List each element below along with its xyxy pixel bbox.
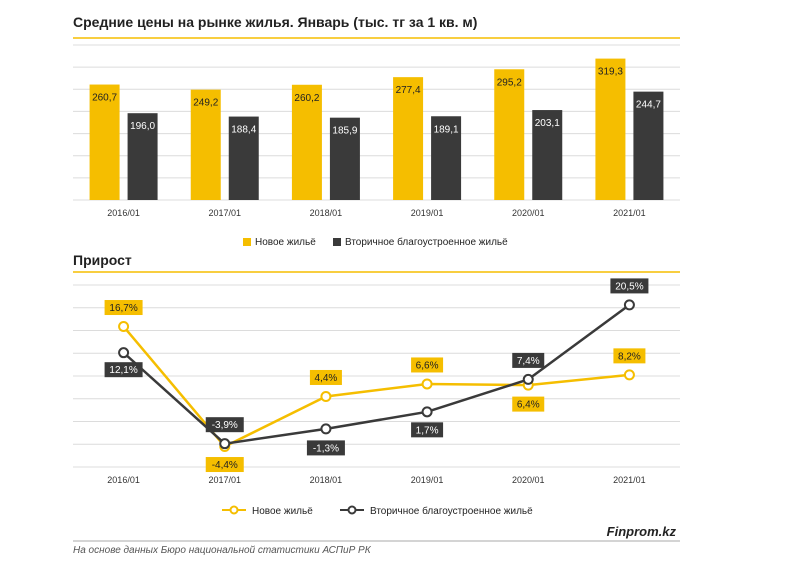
bar-label-secondary: 203,1 [535,118,560,129]
legend-label-secondary: Вторичное благоустроенное жильё [345,236,508,248]
line-point-new [623,369,635,381]
line-label-new: 4,4% [315,373,338,384]
line-x-tick-label: 2017/01 [208,475,241,485]
line-label-secondary: 1,7% [416,425,439,436]
line-point-new [118,321,130,333]
bar-label-new: 277,4 [396,85,421,96]
bar-new-2017/01 [190,89,221,200]
line-label-secondary: 12,1% [109,365,137,376]
bar-new-2016/01 [89,84,120,200]
line-label-new: 6,6% [416,360,439,371]
bar-label-secondary: 244,7 [636,100,661,111]
bar-secondary-2017/01 [228,116,259,200]
bar-chart-legend: Новое жильё Вторичное благоустроенное жи… [243,236,508,248]
line-point-secondary [118,347,130,359]
legend-marker-secondary [347,505,357,515]
bar-new-2019/01 [393,77,424,200]
legend-swatch-secondary [333,238,341,246]
line-label-new-bg [205,457,244,473]
line-chart-x-ticks: 2016/01 2017/01 2018/01 2019/01 2020/01 2021/… [107,475,645,485]
line-series-new [122,325,630,449]
legend-swatch-new [243,238,251,246]
bar-x-tick-label: 2016/01 [107,208,140,218]
line-chart-grid [73,284,680,468]
line-chart-title: Прирост [73,252,132,268]
bar-label-new: 319,3 [598,67,623,78]
legend-label-new-line: Новое жильё [252,506,313,517]
line-label-new: 8,2% [618,351,641,362]
legend-label-secondary-line: Вторичное благоустроенное жильё [370,505,533,517]
line-label-secondary: -1,3% [313,443,339,454]
bar-new-2018/01 [291,84,322,200]
line-point-secondary [219,438,231,450]
bar-x-tick-label: 2020/01 [512,208,545,218]
line-label-secondary: -3,9% [212,420,238,431]
line-point-secondary [522,373,534,385]
line-series-secondary [122,303,631,446]
line-x-tick-label: 2021/01 [613,475,646,485]
line-label-secondary-bg [104,362,143,378]
line-point-new [320,390,332,402]
bar-new-2021/01 [595,58,626,200]
bar-label-secondary: 189,1 [434,124,459,135]
line-label-secondary: 20,5% [615,281,643,292]
line-chart-marks: 16,7% -4,4% 4,4% 6,6% 6,4% 8,2% 12,1% -3,9% -1,3… [104,278,649,473]
legend-marker-new [229,505,239,515]
line-label-new-bg [104,300,143,316]
bar-x-tick-label: 2018/01 [310,208,343,218]
line-label-new-bg [512,396,545,412]
line-point-new [421,378,433,390]
bar-x-tick-label: 2021/01 [613,208,646,218]
bar-secondary-2019/01 [431,116,462,200]
bar-label-secondary: 185,9 [332,126,357,137]
line-label-new-bg [411,357,444,373]
line-label-secondary-bg [306,440,345,456]
bar-secondary-2016/01 [127,113,158,200]
line-x-tick-label: 2018/01 [310,475,343,485]
bar-label-new: 260,7 [92,93,117,104]
line-x-tick-label: 2016/01 [107,475,140,485]
line-label-new-bg [613,348,646,364]
bar-label-new: 249,2 [193,98,218,109]
bar-chart-x-ticks: 2016/01 2017/01 2018/01 2019/01 2020/01 2021/… [107,208,645,218]
brand-logo: Finprom.kz [607,524,677,539]
line-label-new: 16,7% [109,303,137,314]
line-label-secondary: 7,4% [517,356,540,367]
legend-label-new: Новое жильё [255,237,316,248]
bar-chart-grid [73,44,680,201]
bar-x-tick-label: 2019/01 [411,208,444,218]
bar-secondary-2021/01 [633,91,664,200]
line-x-tick-label: 2019/01 [411,475,444,485]
bar-label-secondary: 188,4 [231,125,256,136]
bar-chart-marks: 260,7 196,0 249,2 188,4 260,2 185,9 277,4 189,1… [89,58,664,200]
bar-new-2020/01 [494,69,525,200]
bar-secondary-2018/01 [329,117,360,200]
line-chart-legend: Новое жильё Вторичное благоустроенное жи… [222,505,533,517]
line-point-secondary [623,299,635,311]
line-label-new: 6,4% [517,400,540,411]
line-point-secondary [421,406,433,418]
line-label-secondary-bg [411,422,444,438]
line-label-secondary-bg [610,278,649,294]
bar-x-tick-label: 2017/01 [208,208,241,218]
bar-label-secondary: 196,0 [130,121,155,132]
line-label-secondary-bg [512,352,545,368]
line-label-new-bg [309,369,342,385]
source-note: На основе данных Бюро национальной стати… [73,545,372,556]
bar-chart-title: Средние цены на рынке жилья. Январь (тыс… [73,14,477,30]
line-label-secondary-bg [205,417,244,433]
line-point-secondary [320,423,332,435]
bar-label-new: 295,2 [497,77,522,88]
bar-label-new: 260,2 [294,93,319,104]
line-x-tick-label: 2020/01 [512,475,545,485]
bar-secondary-2020/01 [532,110,563,200]
line-label-new: -4,4% [212,460,238,471]
